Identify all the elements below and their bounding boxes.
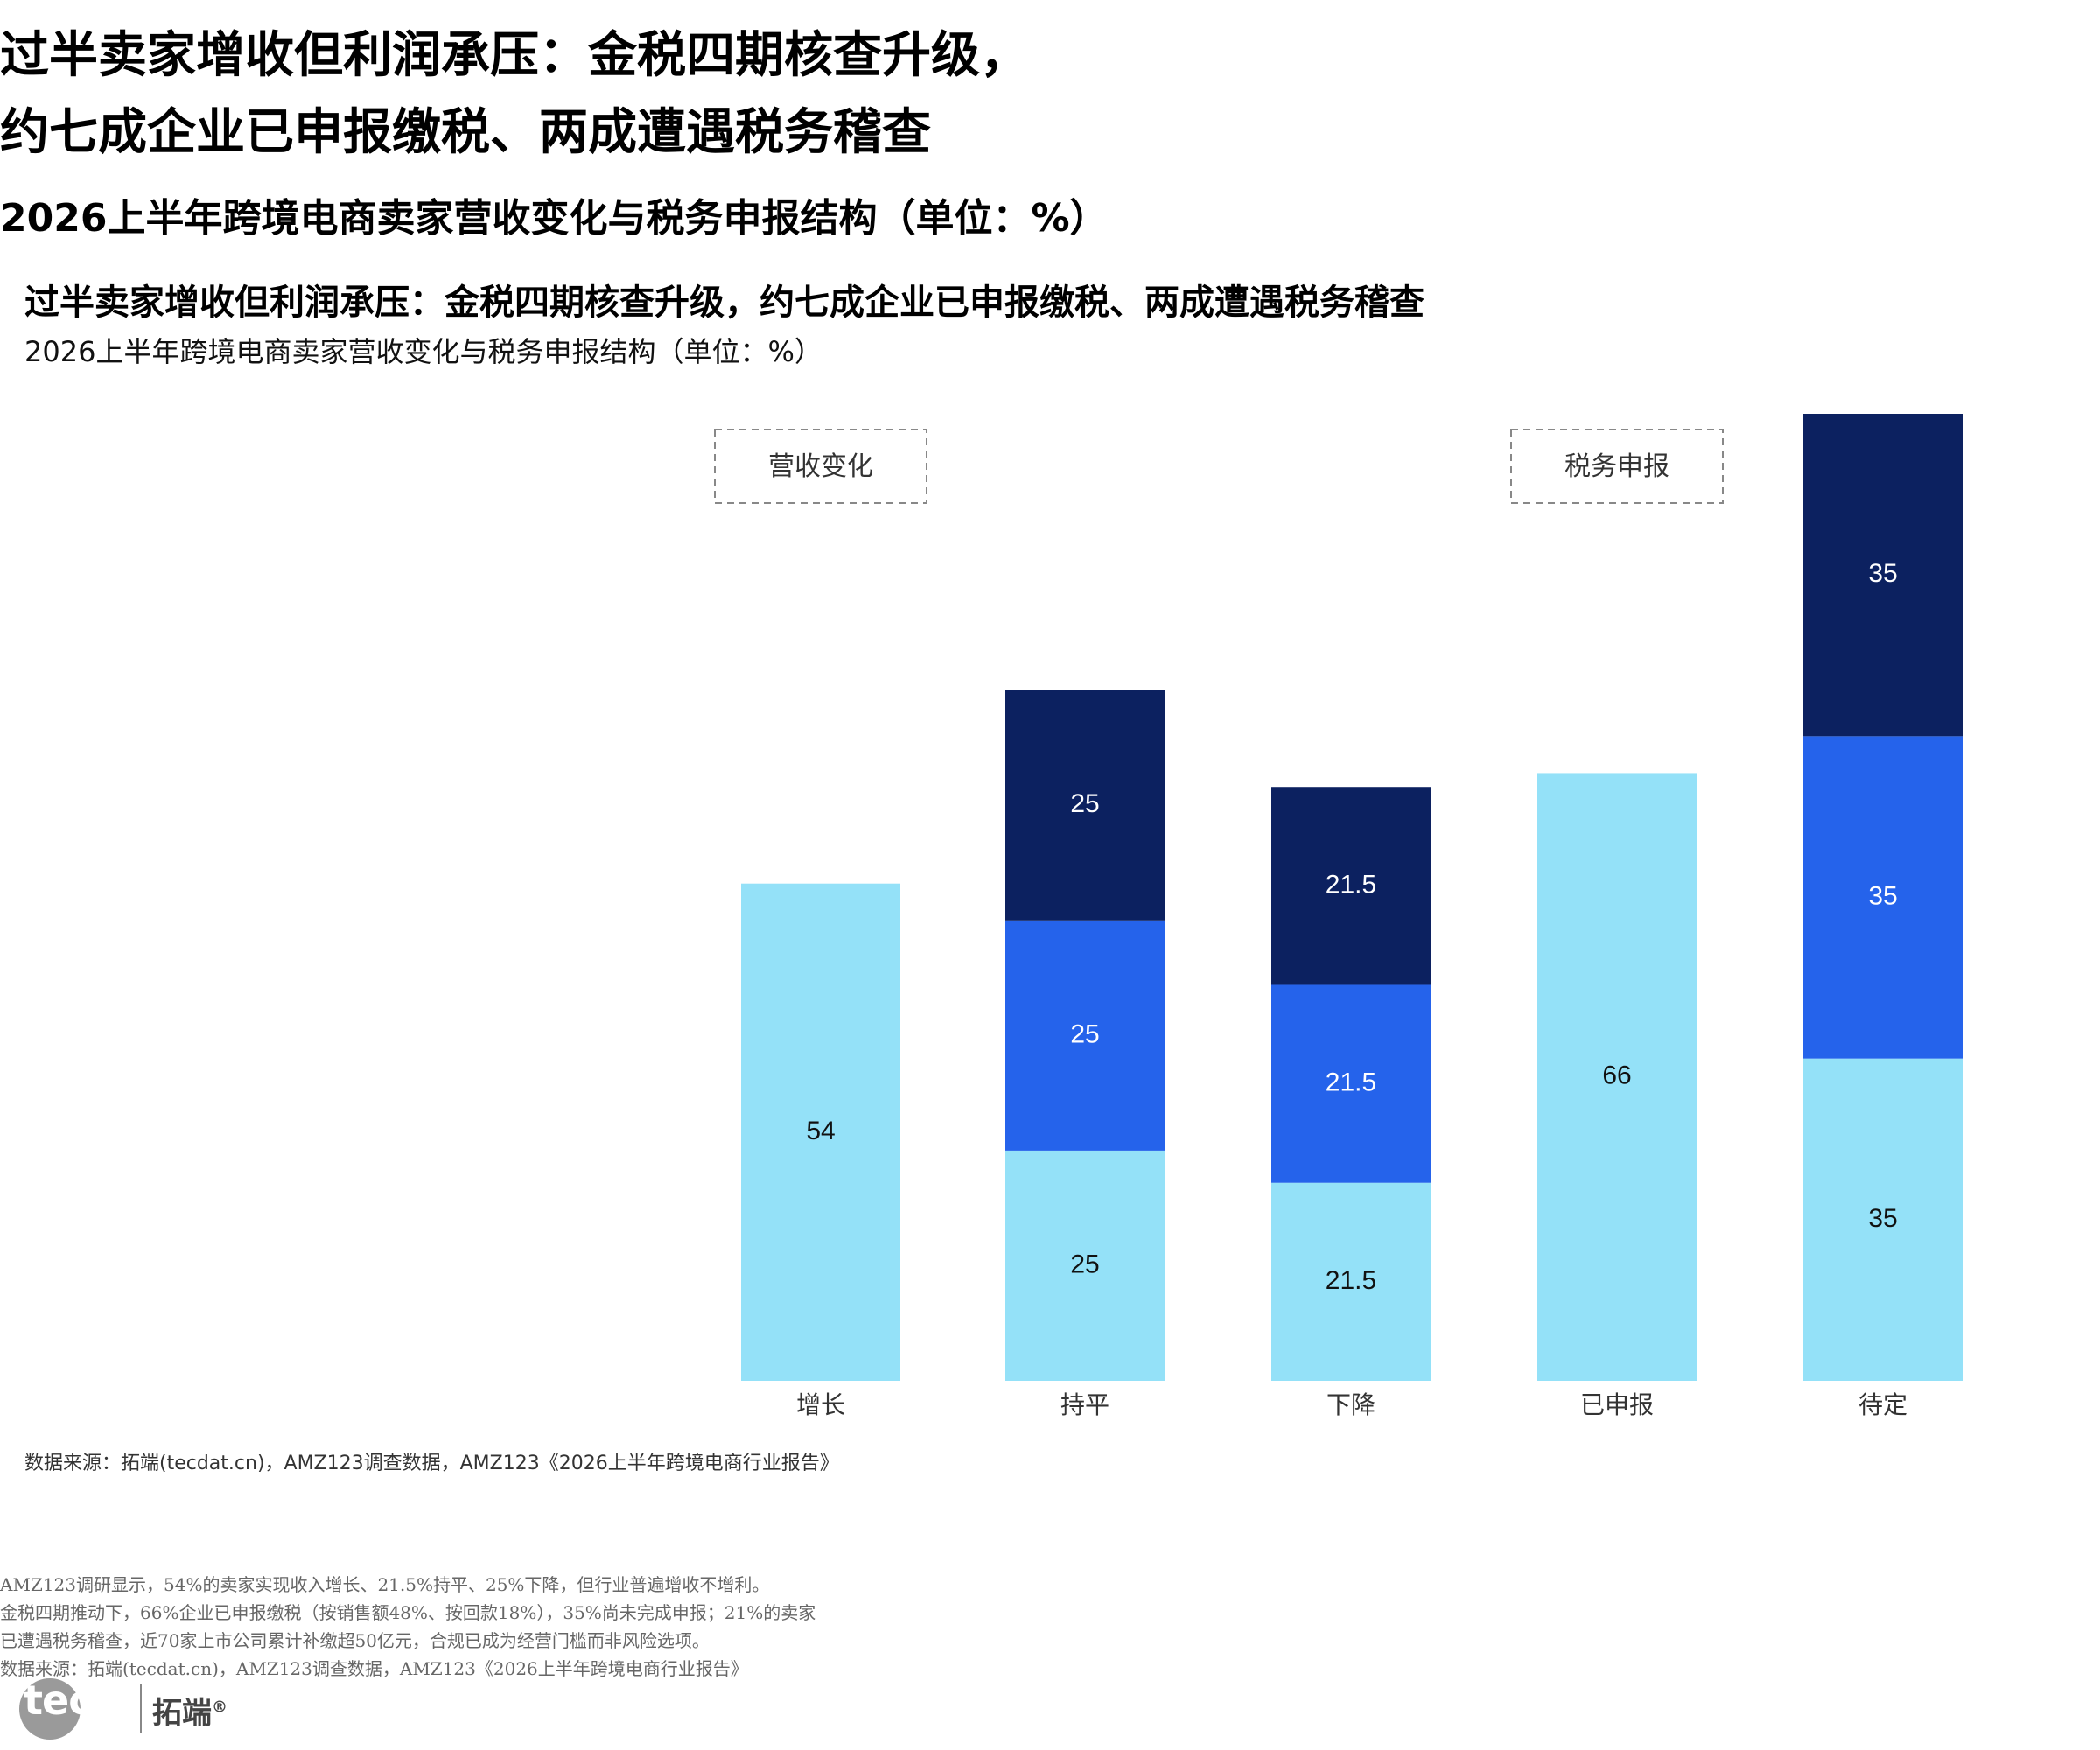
bar-segment: [741, 883, 900, 1381]
data-label: 54: [806, 1116, 835, 1145]
data-label: 35: [1868, 1204, 1897, 1233]
logo-circle-icon: [19, 1678, 80, 1740]
chart-title: 过半卖家增收但利润承压：金税四期核查升级，约七成企业已申报缴税、两成遭遇税务稽查: [24, 283, 1424, 323]
logo-divider: [140, 1684, 142, 1732]
data-label: 21.5: [1326, 870, 1376, 899]
group-label: 税务申报: [1564, 452, 1670, 482]
data-label: 66: [1602, 1061, 1631, 1090]
logo-wordmark: tecdat: [24, 1676, 164, 1724]
logo-cn-name: 拓端®: [152, 1696, 228, 1731]
bar-segment: [1005, 690, 1165, 920]
bar-segment: [1005, 1150, 1165, 1381]
bar-segment: [1005, 920, 1165, 1151]
chart-source: 数据来源：拓端(tecdat.cn)，AMZ123调查数据，AMZ123《202…: [24, 1452, 839, 1474]
footer-note-4: 数据来源：拓端(tecdat.cn)，AMZ123调查数据，AMZ123《202…: [0, 1658, 748, 1679]
data-label: 35: [1868, 881, 1897, 910]
footer-note-2: 金税四期推动下，66%企业已申报缴税（按销售额48%、按回款18%），35%尚未…: [0, 1602, 816, 1623]
bar-segment: [1803, 1058, 1963, 1381]
group-label: 营收变化: [768, 452, 873, 482]
x-tick-label: 待定: [1858, 1390, 1908, 1419]
page-subtitle: 2026上半年跨境电商卖家营收变化与税务申报结构（单位：%）: [0, 196, 1109, 241]
group-label-box: [1510, 429, 1724, 504]
bar-segment: [1537, 773, 1697, 1381]
footer-note-3: 已遭遇税务稽查，近70家上市公司累计补缴超50亿元，合规已成为经营门槛而非风险选…: [0, 1630, 710, 1651]
group-label-box: [714, 429, 928, 504]
x-tick-label: 持平: [1060, 1390, 1110, 1419]
page-title-line-2: 约七成企业已申报缴税、两成遭遇税务稽查: [0, 104, 931, 161]
data-label: 35: [1868, 559, 1897, 588]
data-label: 21.5: [1326, 1266, 1376, 1295]
x-tick-label: 已申报: [1580, 1390, 1654, 1419]
stacked-bar-chart: 营收变化 税务申报 54 增长 25 25 25 持平 21.5 21.5 21.5 下降 66 已申报 3…: [714, 414, 1963, 1419]
page-title: 过半卖家增收但利润承压：金税四期核查升级， 约七成企业已申报缴税、两成遭遇税务稽…: [0, 18, 2012, 172]
bar-segment: [1271, 984, 1431, 1183]
tecdat-logo: tecdat 拓端®: [19, 1671, 369, 1741]
footer-note-1: AMZ123调研显示，54%的卖家实现收入增长、21.5%持平、25%下降，但行…: [0, 1574, 770, 1595]
x-tick-label: 增长: [796, 1390, 845, 1419]
bar-segment: [1803, 736, 1963, 1059]
data-label: 25: [1070, 1019, 1099, 1048]
x-tick-label: 下降: [1326, 1390, 1376, 1419]
bar-segment: [1271, 1182, 1431, 1381]
data-label: 25: [1070, 789, 1099, 818]
chart-subtitle: 2026上半年跨境电商卖家营收变化与税务申报结构（单位：%）: [24, 335, 822, 368]
data-label: 25: [1070, 1250, 1099, 1278]
bar-segment: [1271, 787, 1431, 985]
bar-segment: [1803, 414, 1963, 737]
footer-notes: AMZ123调研显示，54%的卖家实现收入增长、21.5%持平、25%下降，但行…: [0, 1571, 816, 1683]
data-label: 21.5: [1326, 1068, 1376, 1097]
page-title-line-1: 过半卖家增收但利润承压：金税四期核查升级，: [0, 27, 1029, 84]
